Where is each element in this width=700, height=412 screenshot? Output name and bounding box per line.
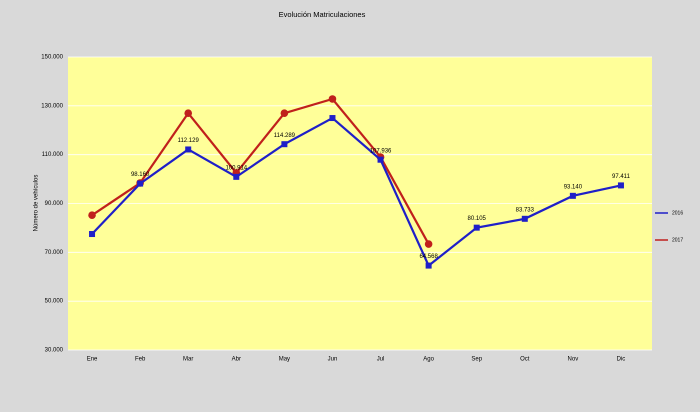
data-point xyxy=(377,156,384,163)
y-tick-label: 150.000 xyxy=(41,55,63,61)
x-tick-label: Jun xyxy=(328,357,338,363)
data-label: 80.105 xyxy=(468,216,487,222)
data-point xyxy=(88,211,96,220)
data-point xyxy=(328,95,337,103)
data-point xyxy=(569,192,576,199)
y-tick-label: 110.000 xyxy=(42,152,64,158)
data-point xyxy=(424,240,433,248)
y-tick-label: 130.000 xyxy=(41,103,63,109)
data-point xyxy=(329,115,336,122)
y-tick-label: 90.000 xyxy=(45,201,64,207)
data-label: 93.140 xyxy=(564,184,583,190)
series-line xyxy=(91,97,430,245)
legend-label: 2016 xyxy=(672,210,683,216)
x-tick-label: Abr xyxy=(232,357,241,363)
data-label: 112.129 xyxy=(178,138,200,144)
x-tick-label: Sep xyxy=(471,357,482,363)
data-point xyxy=(473,224,480,231)
data-label: 98.160 xyxy=(131,172,150,178)
data-point xyxy=(617,182,624,189)
x-tick-label: Ago xyxy=(423,357,434,363)
data-point xyxy=(184,109,193,117)
x-tick-label: Ene xyxy=(87,357,98,363)
data-point xyxy=(185,146,192,153)
data-point xyxy=(281,141,288,148)
data-label: 97.411 xyxy=(612,174,631,180)
data-label: 114.289 xyxy=(274,133,296,139)
data-label: 64.568 xyxy=(419,254,438,260)
data-point xyxy=(280,109,289,117)
series-line xyxy=(91,116,622,268)
x-tick-label: Oct xyxy=(520,357,530,363)
x-tick-label: Dic xyxy=(617,357,626,363)
data-label: 107.936 xyxy=(370,148,392,154)
data-label: 83.733 xyxy=(516,207,535,213)
data-point xyxy=(89,231,96,238)
data-label: 100.914 xyxy=(225,165,247,171)
data-point xyxy=(233,173,240,180)
x-tick-label: May xyxy=(279,357,290,363)
data-point xyxy=(425,262,432,269)
y-tick-label: 50.000 xyxy=(45,299,64,305)
y-tick-label: 70.000 xyxy=(45,250,64,256)
x-tick-label: Nov xyxy=(568,357,579,363)
x-tick-label: Feb xyxy=(135,357,146,363)
x-tick-label: Jul xyxy=(377,357,385,363)
data-point xyxy=(137,180,144,187)
chart-title: Evolución Matriculaciones xyxy=(279,10,366,19)
legend-label: 2017 xyxy=(672,237,683,243)
x-tick-label: Mar xyxy=(183,357,193,363)
y-tick-label: 30.000 xyxy=(45,348,64,354)
y-axis-label: Número de vehículos xyxy=(34,175,40,232)
data-point xyxy=(521,215,528,222)
